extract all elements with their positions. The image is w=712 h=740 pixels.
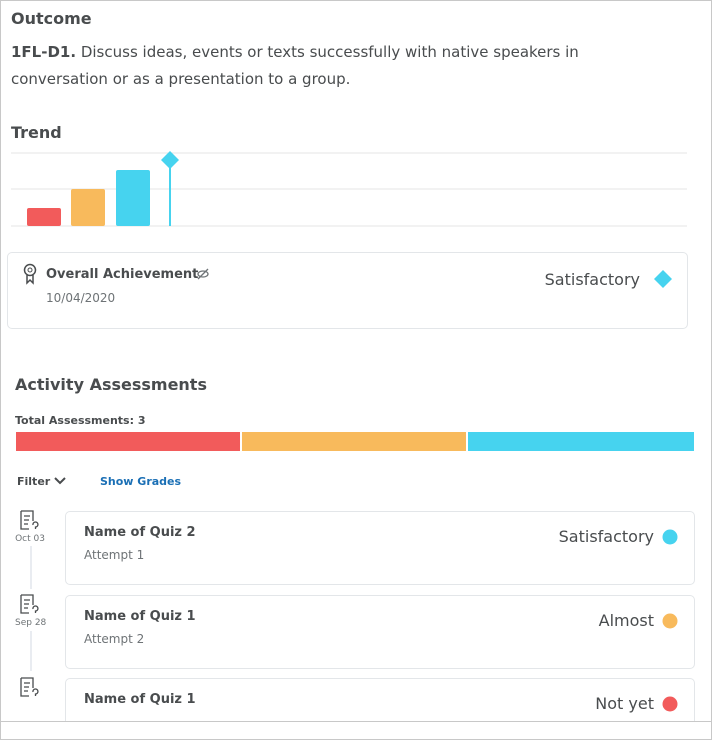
- item-date: Oct 03: [15, 534, 45, 544]
- overall-date: 10/04/2020: [46, 291, 116, 305]
- outcome-code: 1FL-D1.: [11, 43, 77, 61]
- show-grades-link[interactable]: Show Grades: [100, 475, 182, 488]
- distribution-bar: [16, 432, 694, 451]
- overall-level: Satisfactory: [544, 270, 640, 289]
- overall-card[interactable]: Overall Achievement 10/04/2020 Satisfact…: [7, 252, 688, 329]
- ribbon-icon: [23, 263, 37, 285]
- section-title: Outcome: [11, 9, 92, 28]
- hidden-icon: [197, 268, 209, 280]
- item-attempt: Attempt 1: [84, 548, 145, 562]
- item-attempt: Attempt 2: [84, 632, 145, 646]
- trend-chart: [11, 151, 687, 227]
- outcome-description: Discuss ideas, events or texts successfu…: [11, 43, 579, 88]
- filter-label: Filter: [17, 475, 51, 488]
- item-name: Name of Quiz 2: [84, 525, 196, 540]
- section-title: Trend: [11, 123, 62, 142]
- overall-label: Overall Achievement: [46, 267, 199, 282]
- assessment-card[interactable]: Name of Quiz 2 Attempt 1 Satisfactory: [65, 511, 695, 585]
- timeline: [20, 510, 39, 697]
- item-date: Sep 28: [15, 618, 47, 628]
- level-dot: [662, 696, 678, 712]
- assessment-card[interactable]: Name of Quiz 1 Attempt 2 Almost: [65, 595, 695, 669]
- level-dot: [662, 613, 678, 629]
- filter-button[interactable]: Filter: [17, 475, 66, 488]
- bottom-edge: [1, 721, 711, 739]
- item-name: Name of Quiz 1: [84, 609, 196, 624]
- section-title: Activity Assessments: [15, 375, 207, 394]
- item-level: Not yet: [595, 694, 654, 713]
- level-diamond: [654, 270, 672, 288]
- chevron: [54, 477, 66, 485]
- level-dot: [662, 529, 678, 545]
- item-level: Satisfactory: [558, 527, 654, 546]
- outcome-text: 1FL-D1. Discuss ideas, events or texts s…: [11, 39, 661, 93]
- total-assessments: Total Assessments: 3: [15, 414, 146, 427]
- item-level: Almost: [598, 611, 654, 630]
- item-name: Name of Quiz 1: [84, 692, 196, 707]
